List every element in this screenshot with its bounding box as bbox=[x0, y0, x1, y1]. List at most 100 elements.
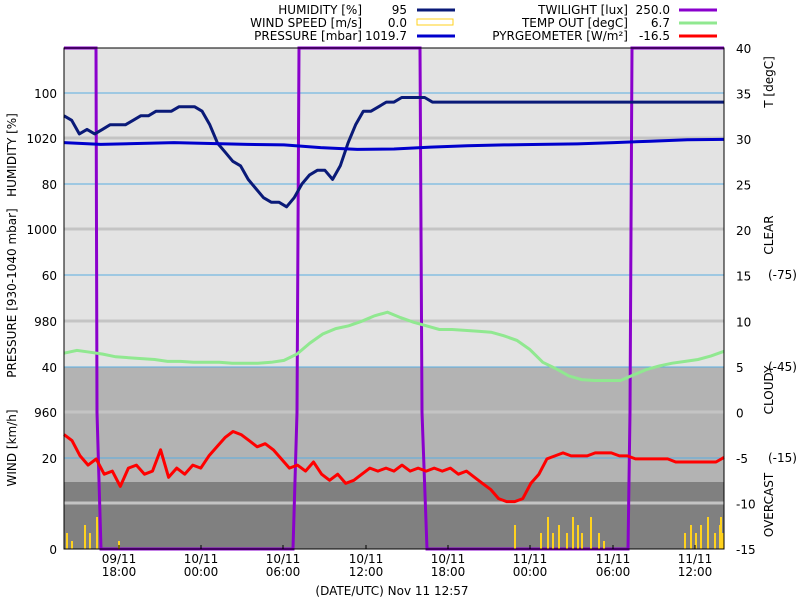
wind-bar bbox=[722, 533, 724, 549]
wind-bar bbox=[598, 533, 600, 549]
zone-overcast bbox=[64, 482, 724, 549]
right-tick-label: 15 bbox=[736, 270, 751, 284]
right-tick-label: -10 bbox=[736, 497, 756, 511]
wind-bar bbox=[540, 533, 542, 549]
legend: HUMIDITY [%] 95 WIND SPEED [m/s] 0.0 PRESSUR… bbox=[250, 3, 717, 43]
left-tick-label: 0 bbox=[49, 543, 57, 557]
right-tick-label: 5 bbox=[736, 361, 744, 375]
wind-bar bbox=[695, 533, 697, 549]
legend-item-value: 95 bbox=[392, 3, 407, 17]
x-tick-time: 06:00 bbox=[266, 565, 301, 579]
wind-bar bbox=[71, 541, 73, 549]
zone-cloudy bbox=[64, 367, 724, 482]
x-axis-labels: 09/1118:0010/1100:0010/1106:0010/1112:00… bbox=[102, 545, 713, 579]
grid-lines bbox=[64, 92, 724, 505]
left-tick-label: 80 bbox=[42, 178, 57, 192]
x-tick-date: 10/11 bbox=[349, 552, 384, 566]
left-tick-label: 960 bbox=[34, 406, 57, 420]
wind-bar bbox=[96, 517, 98, 549]
wind-axis-label: WIND [km/h] bbox=[5, 409, 19, 486]
sky-zone-labels: CLEAR (-75) CLOUDY(-45) OVERCAST (-15) bbox=[762, 215, 797, 537]
wind-bar bbox=[714, 533, 716, 549]
pyrgeometer-mark: (-75) bbox=[768, 268, 797, 282]
left-tick-label: 100 bbox=[34, 87, 57, 101]
legend-item-name: HUMIDITY [%] bbox=[278, 3, 362, 17]
x-tick-date: 10/11 bbox=[184, 552, 219, 566]
x-tick-time: 00:00 bbox=[513, 565, 548, 579]
legend-item-name: TEMP OUT [degC] bbox=[521, 16, 628, 30]
humidity-axis-label: HUMIDITY [%] bbox=[5, 113, 19, 197]
right-tick-label: 0 bbox=[736, 406, 744, 420]
wind-bar bbox=[84, 525, 86, 549]
wind-bar bbox=[89, 533, 91, 549]
plot-area bbox=[63, 46, 725, 551]
x-tick-time: 12:00 bbox=[349, 565, 384, 579]
legend-item-value: 6.7 bbox=[651, 16, 670, 30]
legend-item-name: TWILIGHT [lux] bbox=[537, 3, 628, 17]
x-tick-time: 06:00 bbox=[596, 565, 631, 579]
right-tick-label: -5 bbox=[736, 452, 748, 466]
x-axis-title: (DATE/UTC) Nov 11 12:57 bbox=[315, 584, 468, 598]
x-tick-date: 11/11 bbox=[678, 552, 713, 566]
zone-clear bbox=[64, 48, 724, 367]
legend-item-value: -16.5 bbox=[639, 29, 670, 43]
sky-zone-label: CLEAR bbox=[762, 215, 776, 254]
pressure-line bbox=[63, 137, 725, 151]
sky-zone-label: CLOUDY bbox=[762, 365, 776, 414]
x-tick-date: 10/11 bbox=[266, 552, 301, 566]
wind-bar bbox=[684, 533, 686, 549]
wind-bar bbox=[700, 525, 702, 549]
legend-item-name: PYRGEOMETER [W/m²] bbox=[492, 29, 628, 43]
temp-out-line bbox=[63, 310, 725, 382]
legend-left: HUMIDITY [%] 95 WIND SPEED [m/s] 0.0 PRESSUR… bbox=[250, 3, 455, 43]
wind-bar bbox=[547, 517, 549, 549]
legend-item-value: 0.0 bbox=[388, 16, 407, 30]
pyrgeometer-mark: (-45) bbox=[768, 360, 797, 374]
wind-bar bbox=[514, 525, 516, 549]
wind-bar bbox=[566, 533, 568, 549]
wind-bar bbox=[590, 517, 592, 549]
right-tick-label: -15 bbox=[736, 543, 756, 557]
humidity-line bbox=[63, 96, 724, 209]
right-tick-label: 25 bbox=[736, 179, 751, 193]
temp-axis-label: T [degC] bbox=[762, 56, 776, 109]
wind-bar bbox=[66, 533, 68, 549]
wind-bar bbox=[577, 525, 579, 549]
right-tick-label: 30 bbox=[736, 133, 751, 147]
wind-bar bbox=[552, 533, 554, 549]
x-tick-time: 12:00 bbox=[678, 565, 713, 579]
wind-bar bbox=[572, 517, 574, 549]
legend-swatch bbox=[416, 18, 454, 26]
sky-zone-label: OVERCAST bbox=[762, 472, 776, 537]
right-tick-label: 40 bbox=[736, 42, 751, 56]
left-tick-label: 40 bbox=[42, 361, 57, 375]
x-tick-time: 18:00 bbox=[431, 565, 466, 579]
wind-bar bbox=[720, 517, 722, 549]
legend-item-name: WIND SPEED [m/s] bbox=[250, 16, 362, 30]
wind-bar bbox=[690, 525, 692, 549]
wind-bar bbox=[603, 541, 605, 549]
left-tick-label: 1000 bbox=[26, 223, 57, 237]
wind-bar bbox=[707, 517, 709, 549]
x-tick-date: 11/11 bbox=[513, 552, 548, 566]
plot-border bbox=[63, 47, 725, 550]
wind-bar bbox=[581, 533, 583, 549]
pyrgeometer-line bbox=[63, 430, 725, 504]
left-tick-label: 20 bbox=[42, 452, 57, 466]
right-tick-label: 10 bbox=[736, 315, 751, 329]
right-tick-label: 20 bbox=[736, 224, 751, 238]
right-tick-label: 35 bbox=[736, 88, 751, 102]
left-tick-label: 1020 bbox=[26, 132, 57, 146]
left-tick-label: 980 bbox=[34, 315, 57, 329]
legend-item-name: PRESSURE [mbar] bbox=[254, 29, 362, 43]
pressure-axis-label: PRESSURE [930-1040 mbar] bbox=[5, 208, 19, 377]
x-tick-date: 11/11 bbox=[596, 552, 631, 566]
x-tick-date: 09/11 bbox=[102, 552, 137, 566]
left-axis-labels: 100 1020 80 1000 60 980 40 960 20 0 bbox=[26, 87, 57, 557]
legend-right: TWILIGHT [lux] 250.0 TEMP OUT [degC] 6.7 PYR… bbox=[492, 3, 717, 43]
pyrgeometer-mark: (-15) bbox=[768, 451, 797, 465]
left-tick-label: 60 bbox=[42, 269, 57, 283]
x-tick-date: 10/11 bbox=[431, 552, 466, 566]
x-tick-time: 18:00 bbox=[102, 565, 137, 579]
